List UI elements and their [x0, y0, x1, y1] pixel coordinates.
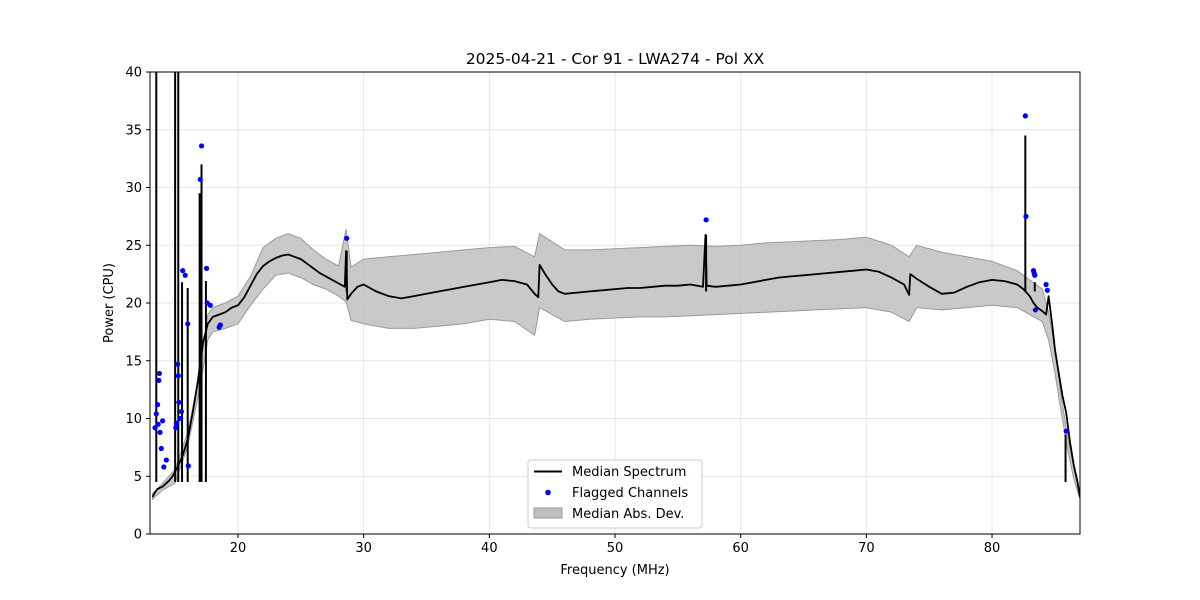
y-tick-label: 15	[125, 354, 142, 369]
flagged-channel-point	[180, 268, 186, 274]
legend-flagged-marker-swatch	[545, 489, 551, 496]
flagged-channel-point	[177, 415, 183, 422]
y-tick-label: 40	[125, 66, 142, 81]
flagged-channel-point	[159, 418, 166, 424]
flagged-channel-point	[1032, 272, 1038, 278]
flagged-channel-point	[1032, 307, 1038, 313]
mad-band	[152, 228, 1080, 501]
x-tick-label: 40	[481, 541, 498, 556]
legend-flagged-label: Flagged Channels	[572, 486, 688, 501]
y-tick-label: 10	[125, 412, 142, 427]
flagged-channel-point	[152, 425, 158, 431]
flagged-channel-point	[217, 322, 223, 328]
data-layer	[151, 72, 1080, 501]
flagged-channel-point	[154, 402, 161, 408]
flagged-channel-point	[185, 321, 191, 327]
chart-title: 2025-04-21 - Cor 91 - LWA274 - Pol XX	[466, 50, 765, 68]
flagged-channel-point	[197, 176, 203, 183]
flagged-channel-point	[158, 445, 164, 452]
flagged-channel-point	[178, 408, 185, 415]
flagged-channel-point	[1043, 281, 1049, 288]
flagged-channel-point	[157, 429, 163, 435]
y-tick-label: 0	[134, 528, 142, 543]
flagged-channel-point	[1044, 287, 1050, 293]
x-tick-label: 60	[732, 541, 749, 556]
x-tick-label: 70	[858, 541, 875, 556]
x-tick-label: 20	[230, 541, 247, 556]
flagged-channel-point	[1063, 428, 1069, 434]
flagged-channel-point	[173, 420, 179, 426]
flagged-channel-point	[155, 421, 161, 427]
x-axis-label: Frequency (MHz)	[560, 563, 669, 578]
flagged-channel-point	[703, 217, 709, 223]
flagged-channel-point	[153, 411, 159, 417]
median-spectrum-line	[151, 233, 1080, 498]
flagged-channel-point	[156, 377, 162, 383]
flagged-channel-point	[344, 235, 350, 241]
flagged-channel-point	[173, 425, 179, 431]
y-tick-label: 20	[125, 297, 142, 312]
legend-mad-label: Median Abs. Dev.	[572, 507, 684, 522]
flagged-channel-point	[156, 370, 163, 377]
flagged-channel-point	[163, 457, 169, 463]
flagged-channel-point	[1023, 213, 1029, 219]
flagged-channel-point	[1022, 113, 1028, 119]
flagged-channel-point	[207, 302, 213, 308]
x-tick-label: 30	[355, 541, 372, 556]
y-tick-label: 35	[125, 123, 142, 138]
y-tick-label: 25	[125, 239, 142, 254]
flagged-channel-point	[175, 361, 181, 367]
legend-median-label: Median Spectrum	[572, 465, 686, 480]
axis-ticks: 20 30 40 50 60 70 80 0 5 10 15 20 25 30 35 40	[125, 66, 1000, 557]
flagged-channel-point	[185, 463, 191, 469]
y-axis-label: Power (CPU)	[102, 263, 117, 343]
legend-mad-fill-swatch	[533, 507, 563, 519]
x-tick-label: 50	[607, 541, 624, 556]
flagged-channel-point	[182, 272, 188, 278]
flagged-channel-point	[161, 464, 167, 470]
y-tick-label: 30	[125, 181, 142, 196]
flagged-channel-point	[203, 265, 210, 271]
flagged-channel-point	[198, 143, 205, 149]
flagged-channel-point	[175, 373, 181, 379]
y-tick-label: 5	[134, 470, 142, 485]
x-tick-label: 80	[984, 541, 1001, 556]
legend-frame	[527, 459, 703, 529]
legend: Median Spectrum Flagged Channels Median …	[527, 459, 703, 529]
flagged-channel-point	[176, 399, 182, 405]
